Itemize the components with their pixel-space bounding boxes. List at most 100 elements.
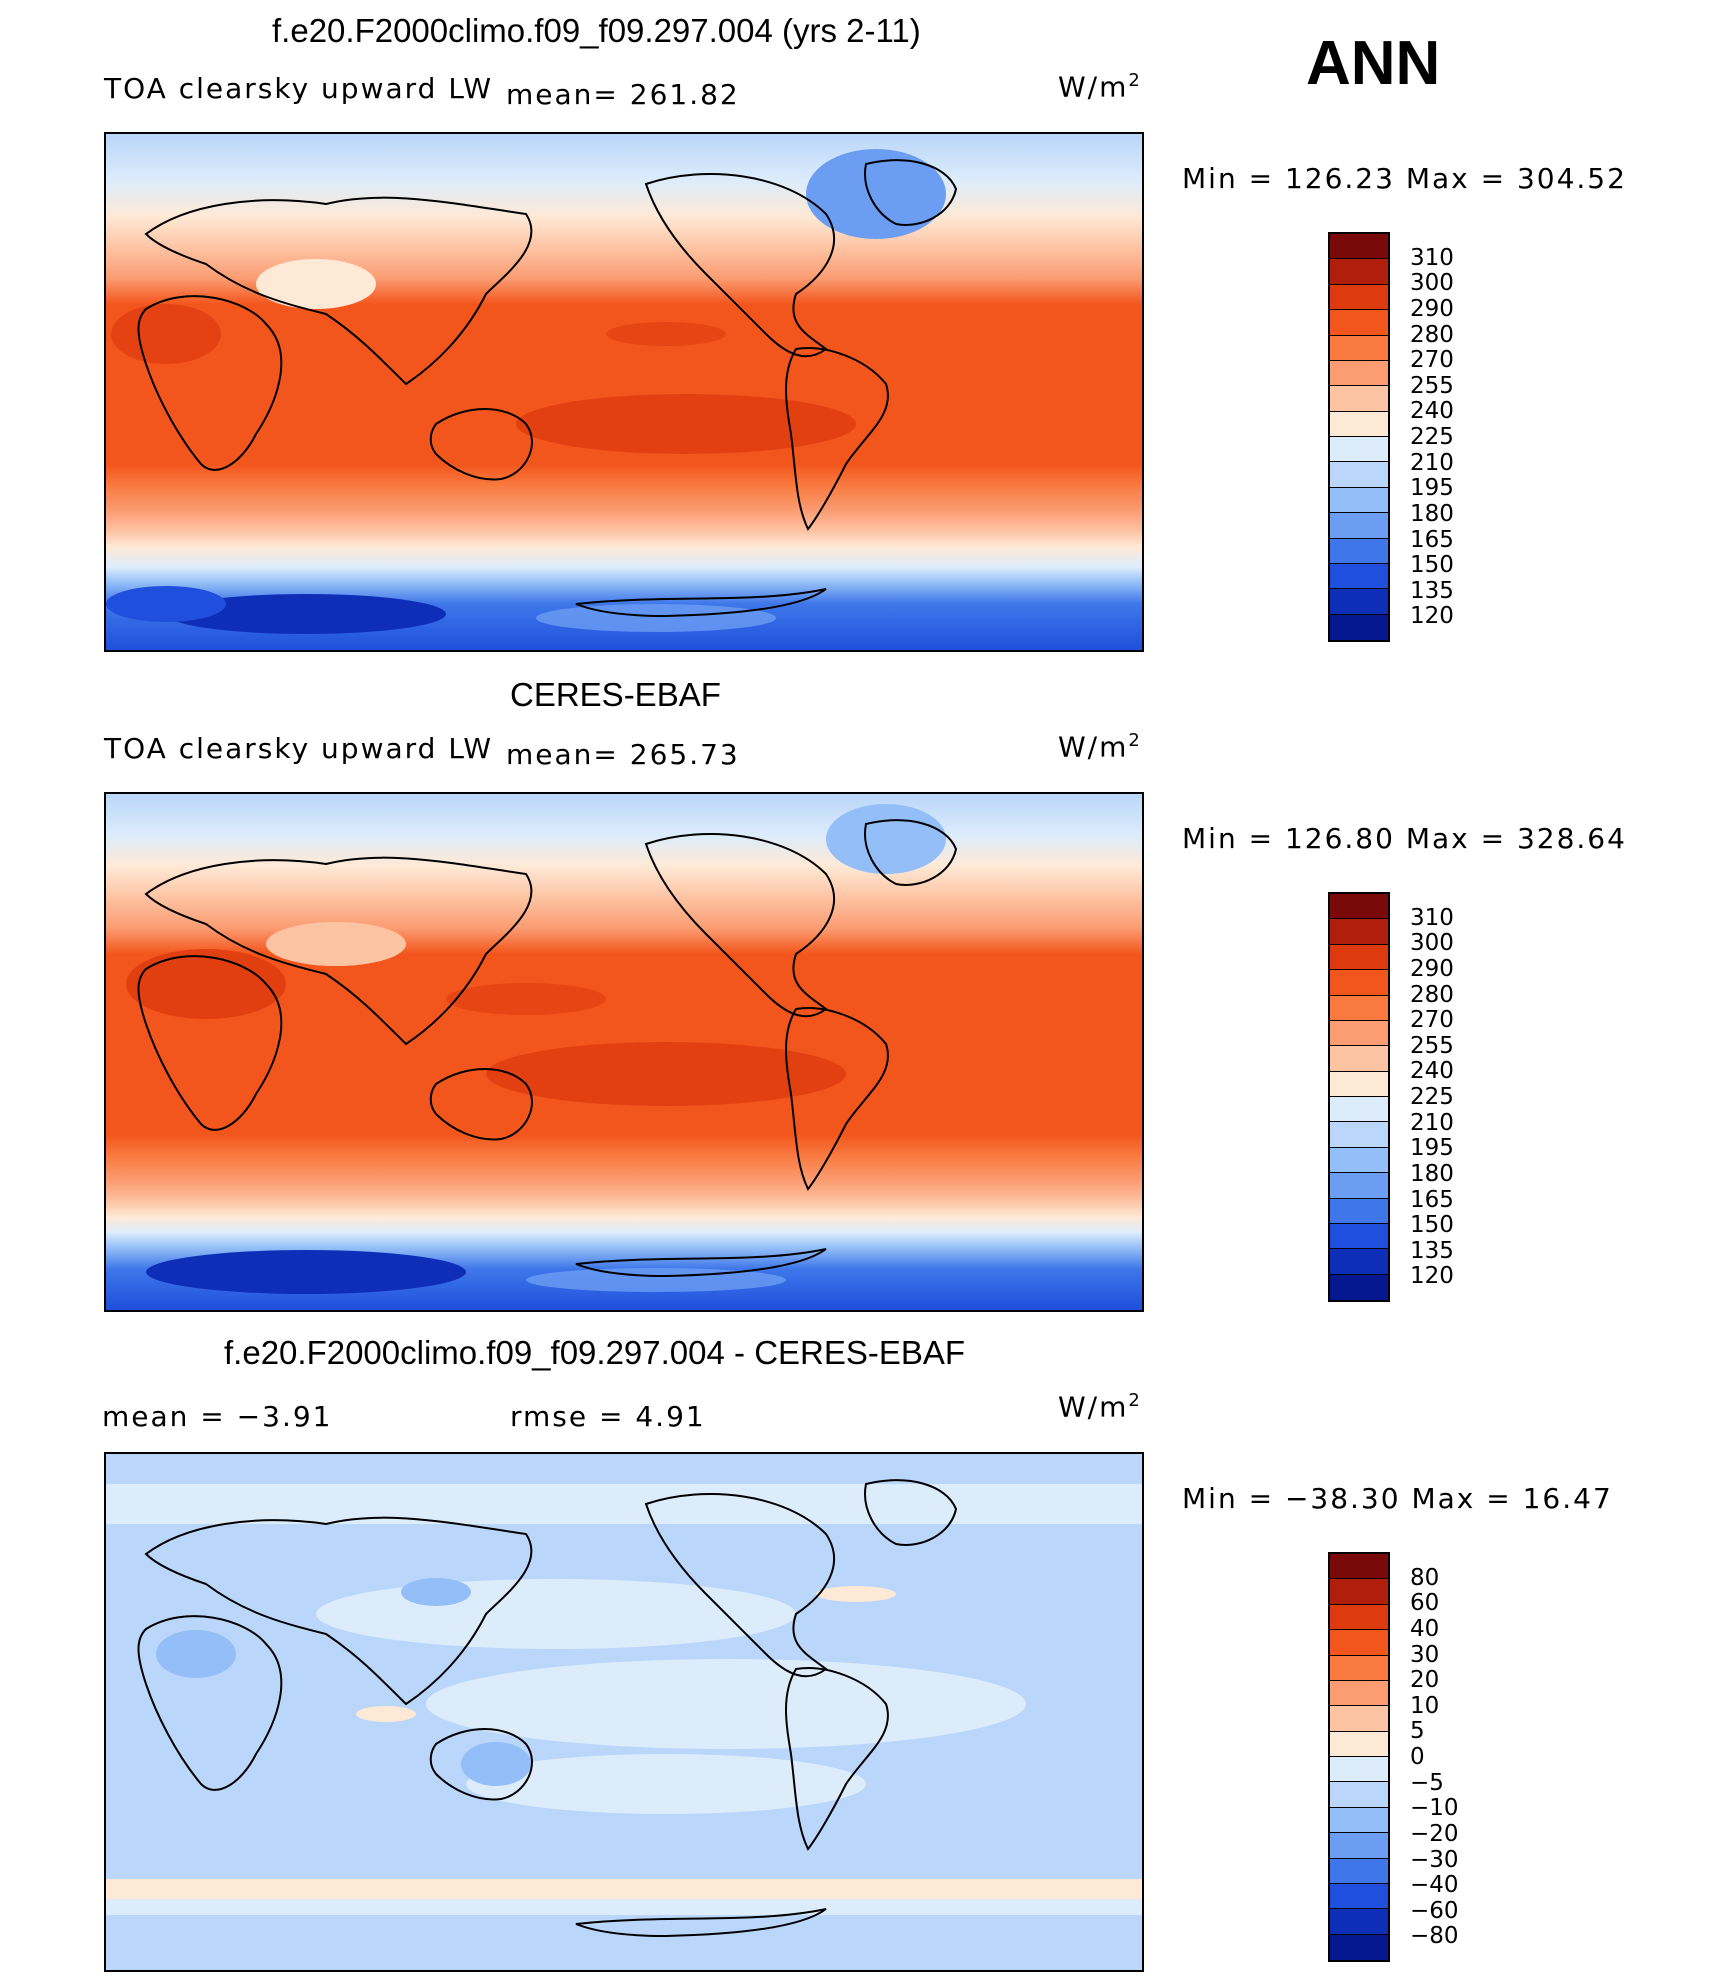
colorbar-tick-label: 120	[1410, 603, 1454, 630]
colorbar-segment	[1330, 1604, 1388, 1631]
colorbar-segment	[1330, 1934, 1388, 1960]
colorbar-segment	[1330, 1554, 1388, 1580]
colorbar-tick-label: 310	[1410, 904, 1454, 931]
colorbar-tick-label: 280	[1410, 981, 1454, 1008]
colorbar-tick-label: 180	[1410, 1160, 1454, 1187]
panel-3-units: W/m2	[1058, 1390, 1142, 1424]
colorbar-tick-label: 210	[1410, 449, 1454, 476]
colorbar-segment	[1330, 437, 1388, 463]
colorbar-tick-label: 80	[1410, 1564, 1440, 1591]
panel-3-minmax: Min = −38.30 Max = 16.47	[1182, 1482, 1613, 1515]
colorbar-segment	[1330, 1020, 1388, 1047]
colorbar-segment	[1330, 1883, 1388, 1910]
colorbar-segment	[1330, 1046, 1388, 1072]
colorbar-tick-label: 30	[1410, 1641, 1440, 1668]
map-ceres-ebaf	[104, 792, 1144, 1312]
colorbar-segment	[1330, 386, 1388, 412]
colorbar-tick-label: 195	[1410, 475, 1454, 502]
colorbar-tick-label: −30	[1410, 1846, 1459, 1873]
colorbar-tick-label: 5	[1410, 1718, 1425, 1745]
colorbar-tick-label: 40	[1410, 1615, 1440, 1642]
colorbar-segment	[1330, 1147, 1388, 1174]
map-model-background	[106, 134, 1142, 650]
colorbar-segment	[1330, 1909, 1388, 1935]
colorbar-segment	[1330, 1680, 1388, 1707]
colorbar-tick-label: 180	[1410, 500, 1454, 527]
season-label: ANN	[1306, 29, 1441, 98]
colorbar-tick-label: 165	[1410, 1186, 1454, 1213]
map-difference	[104, 1452, 1144, 1972]
colorbar-segment	[1330, 1757, 1388, 1783]
colorbar-model	[1328, 232, 1390, 642]
colorbar-tick-label: 135	[1410, 1237, 1454, 1264]
colorbar-tick-label: 290	[1410, 955, 1454, 982]
colorbar-tick-label: −5	[1410, 1769, 1444, 1796]
colorbar-ceres	[1328, 892, 1390, 1302]
colorbar-tick-label: 210	[1410, 1109, 1454, 1136]
colorbar-segment	[1330, 360, 1388, 387]
colorbar-segment	[1330, 1630, 1388, 1656]
colorbar-tick-label: 165	[1410, 526, 1454, 553]
colorbar-segment	[1330, 1122, 1388, 1148]
panel-3-rmse-label: rmse = 4.91	[510, 1400, 706, 1433]
colorbar-tick-label: 240	[1410, 1058, 1454, 1085]
colorbar-segment	[1330, 970, 1388, 996]
panel-1-variable-label: TOA clearsky upward LW	[104, 72, 494, 105]
colorbar-tick-label: −20	[1410, 1820, 1459, 1847]
colorbar-tick-label: 290	[1410, 295, 1454, 322]
colorbar-tick-label: 255	[1410, 372, 1454, 399]
colorbar-segment	[1330, 411, 1388, 437]
panel-1-units: W/m2	[1058, 70, 1142, 104]
panel-1-minmax: Min = 126.23 Max = 304.52	[1182, 162, 1627, 195]
colorbar-tick-label: 300	[1410, 930, 1454, 957]
colorbar-tick-label: 225	[1410, 424, 1454, 450]
panel-2-mean-label: mean= 265.73	[506, 738, 740, 771]
colorbar-segment	[1330, 1858, 1388, 1884]
colorbar-tick-label: 310	[1410, 244, 1454, 271]
colorbar-segment	[1330, 1655, 1388, 1681]
colorbar-tick-label: 225	[1410, 1084, 1454, 1110]
colorbar-tick-label: 240	[1410, 398, 1454, 425]
colorbar-tick-label: 195	[1410, 1135, 1454, 1162]
colorbar-segment	[1330, 234, 1388, 260]
panel-2-minmax: Min = 126.80 Max = 328.64	[1182, 822, 1627, 855]
colorbar-segment	[1330, 563, 1388, 590]
colorbar-segment	[1330, 487, 1388, 514]
colorbar-tick-label: 135	[1410, 577, 1454, 604]
colorbar-segment	[1330, 1731, 1388, 1757]
colorbar-segment	[1330, 1782, 1388, 1808]
panel-3-mean-label: mean = −3.91	[102, 1400, 333, 1433]
colorbar-tick-label: −10	[1410, 1795, 1459, 1822]
colorbar-tick-label: 150	[1410, 1212, 1454, 1239]
colorbar-tick-label: 0	[1410, 1744, 1425, 1770]
colorbar-segment	[1330, 310, 1388, 336]
colorbar-segment	[1330, 919, 1388, 945]
colorbar-tick-label: −80	[1410, 1923, 1459, 1950]
colorbar-tick-label: −40	[1410, 1872, 1459, 1899]
colorbar-segment	[1330, 1807, 1388, 1834]
colorbar-tick-label: 300	[1410, 270, 1454, 297]
colorbar-segment	[1330, 1071, 1388, 1097]
panel-1-title: f.e20.F2000climo.f09_f09.297.004 (yrs 2-…	[272, 12, 921, 49]
colorbar-segment	[1330, 1706, 1388, 1732]
colorbar-segment	[1330, 538, 1388, 564]
colorbar-tick-label: 280	[1410, 321, 1454, 348]
colorbar-segment	[1330, 589, 1388, 615]
colorbar-tick-label: 270	[1410, 1007, 1454, 1034]
panel-2-variable-label: TOA clearsky upward LW	[104, 732, 494, 765]
colorbar-segment	[1330, 1579, 1388, 1605]
colorbar-segment	[1330, 259, 1388, 285]
panel-2-units: W/m2	[1058, 730, 1142, 764]
colorbar-segment	[1330, 1833, 1388, 1859]
colorbar-segment	[1330, 1249, 1388, 1275]
colorbar-segment	[1330, 462, 1388, 488]
colorbar-segment	[1330, 995, 1388, 1021]
colorbar-segment	[1330, 894, 1388, 920]
panel-2-title: CERES-EBAF	[510, 676, 721, 713]
colorbar-segment	[1330, 335, 1388, 361]
colorbar-tick-label: 60	[1410, 1590, 1440, 1617]
colorbar-tick-label: −60	[1410, 1897, 1459, 1924]
map-model	[104, 132, 1144, 652]
colorbar-tick-label: 20	[1410, 1667, 1440, 1694]
colorbar-segment	[1330, 1274, 1388, 1300]
